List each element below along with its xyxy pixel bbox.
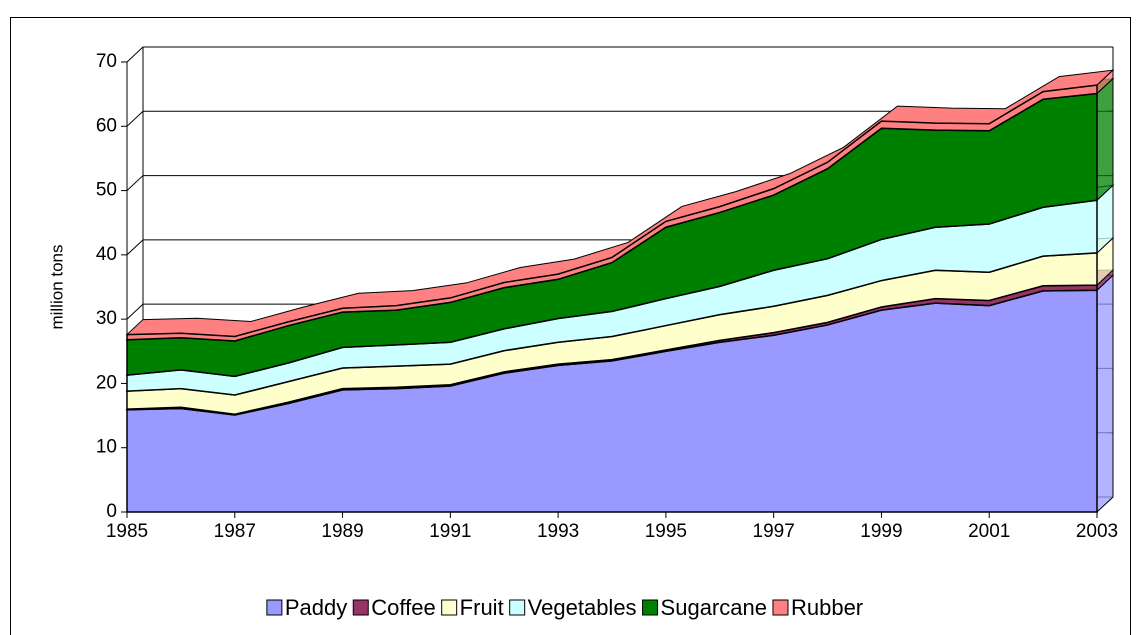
legend-label: Coffee [371, 595, 435, 620]
area-side [1096, 77, 1114, 202]
x-tick-label: 1997 [753, 521, 795, 542]
legend-swatch [441, 599, 458, 616]
x-tick-label: 1991 [429, 521, 471, 542]
y-tick-label: 10 [96, 437, 117, 458]
y-tick-label: 30 [96, 308, 117, 329]
grid-line [126, 110, 1113, 127]
legend-label: Fruit [460, 595, 504, 620]
legend-label: Sugarcane [661, 595, 767, 620]
y-tick-label: 0 [106, 501, 117, 522]
grid-line [126, 46, 1113, 63]
y-axis-title: million tons [47, 244, 66, 329]
y-tick-label: 70 [96, 51, 117, 72]
legend: Paddy Coffee Fruit Vegetables Sugarcane Rubbe… [266, 595, 863, 620]
x-tick-label: 1995 [645, 521, 687, 542]
y-tick-label: 40 [96, 244, 117, 265]
x-tick-label: 2001 [968, 521, 1010, 542]
area-side [1096, 274, 1114, 514]
legend-swatch [642, 599, 659, 616]
legend-swatch [352, 599, 369, 616]
legend-swatch [772, 599, 789, 616]
legend-label: Paddy [285, 595, 347, 620]
y-tick-label: 20 [96, 372, 117, 393]
x-tick-label: 2003 [1076, 521, 1118, 542]
x-tick-label: 1985 [106, 521, 148, 542]
legend-swatch [509, 599, 526, 616]
y-tick-label: 50 [96, 180, 117, 201]
legend-swatch [266, 599, 283, 616]
legend-label: Vegetables [528, 595, 637, 620]
y-tick-label: 60 [96, 115, 117, 136]
area [126, 84, 1098, 342]
x-tick-label: 1987 [214, 521, 256, 542]
legend-label: Rubber [791, 595, 863, 620]
x-tick-label: 1999 [860, 521, 902, 542]
x-tick-label: 1993 [537, 521, 579, 542]
x-tick-label: 1989 [321, 521, 363, 542]
